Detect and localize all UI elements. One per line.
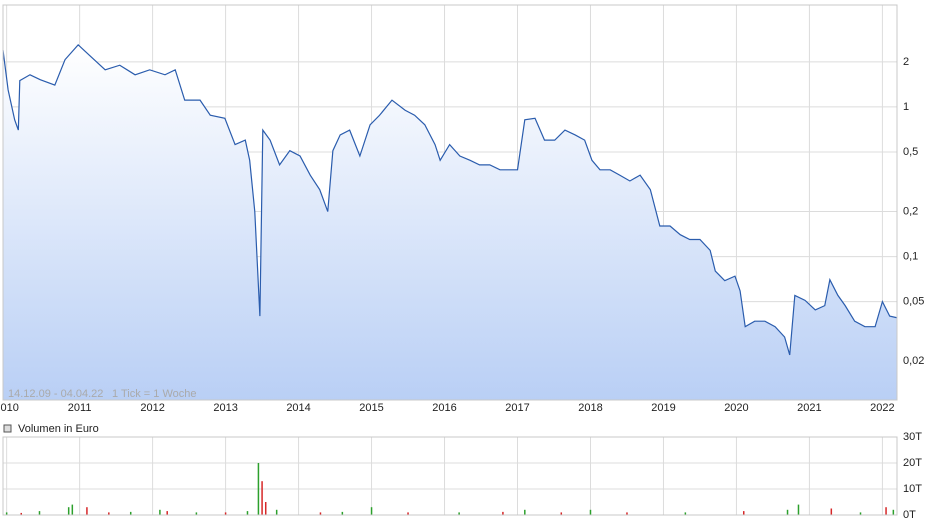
volume-bar — [38, 511, 41, 515]
x-tick-label: 2020 — [724, 402, 748, 414]
y-tick-label: 30T — [903, 431, 922, 443]
volume-bar — [407, 512, 409, 515]
y-tick-label: 0T — [903, 509, 916, 521]
volume-bar — [589, 509, 592, 515]
volume-bar — [319, 512, 322, 515]
y-tick-label: 0,05 — [903, 296, 924, 308]
volume-bar — [257, 463, 260, 515]
legend-swatch — [3, 424, 12, 433]
volume-bar — [108, 512, 110, 515]
volume-bar — [684, 512, 687, 515]
volume-bar — [524, 509, 526, 515]
volume-bar — [341, 511, 344, 515]
plot-frame — [2, 4, 898, 401]
volume-bar — [742, 511, 745, 515]
volume-bar — [246, 511, 249, 515]
y-tick-label: 0,02 — [903, 355, 924, 367]
volume-bar — [560, 512, 563, 515]
price-area — [3, 44, 897, 401]
tick-info: 1 Tick = 1 Woche — [112, 388, 196, 400]
volume-bar — [129, 511, 132, 515]
x-tick-label: 2015 — [359, 402, 383, 414]
volume-bar — [892, 509, 895, 515]
x-tick-label: 2022 — [870, 402, 894, 414]
volume-bar — [195, 512, 198, 515]
volume-title: Volumen in Euro — [18, 423, 99, 435]
volume-bar — [885, 507, 887, 515]
volume-bar — [264, 502, 267, 515]
x-tick-label: 2014 — [286, 402, 310, 414]
volume-bar — [20, 512, 22, 515]
x-tick-label: 2013 — [213, 402, 237, 414]
volume-bar — [458, 512, 460, 515]
y-tick-label: 0,5 — [903, 146, 918, 158]
volume-bar — [370, 507, 373, 515]
volume-bar — [166, 511, 168, 515]
y-tick-label: 0,2 — [903, 205, 918, 217]
volume-bar — [797, 504, 800, 515]
volume-bar — [159, 509, 161, 515]
price-line — [2, 43, 898, 356]
range-label: 14.12.09 - 04.04.22 — [8, 388, 103, 400]
volume-bar — [502, 511, 504, 515]
x-tick-label: 2018 — [578, 402, 602, 414]
volume-bar — [5, 512, 8, 515]
y-tick-label: 2 — [903, 56, 909, 68]
x-tick-label: 2021 — [797, 402, 821, 414]
volume-bar — [67, 507, 70, 515]
volume-bar — [859, 512, 862, 515]
volume-bar — [786, 509, 789, 515]
volume-bar — [830, 508, 833, 515]
volume-bar — [275, 509, 278, 515]
volume-bar — [86, 507, 88, 515]
volume-bar — [261, 481, 263, 515]
volume-bar — [626, 512, 628, 515]
volume-bar — [71, 504, 74, 515]
volume-bar — [224, 512, 227, 515]
y-tick-label: 0,1 — [903, 250, 918, 262]
y-tick-label: 10T — [903, 483, 922, 495]
x-tick-label: 2019 — [651, 402, 675, 414]
y-tick-label: 20T — [903, 457, 922, 469]
y-tick-label: 1 — [903, 101, 909, 113]
x-tick-label: 2016 — [432, 402, 456, 414]
x-tick-label: 2011 — [68, 402, 92, 414]
x-tick-label: 2017 — [505, 402, 529, 414]
x-tick-label: 2012 — [140, 402, 164, 414]
volume-frame — [2, 436, 898, 516]
